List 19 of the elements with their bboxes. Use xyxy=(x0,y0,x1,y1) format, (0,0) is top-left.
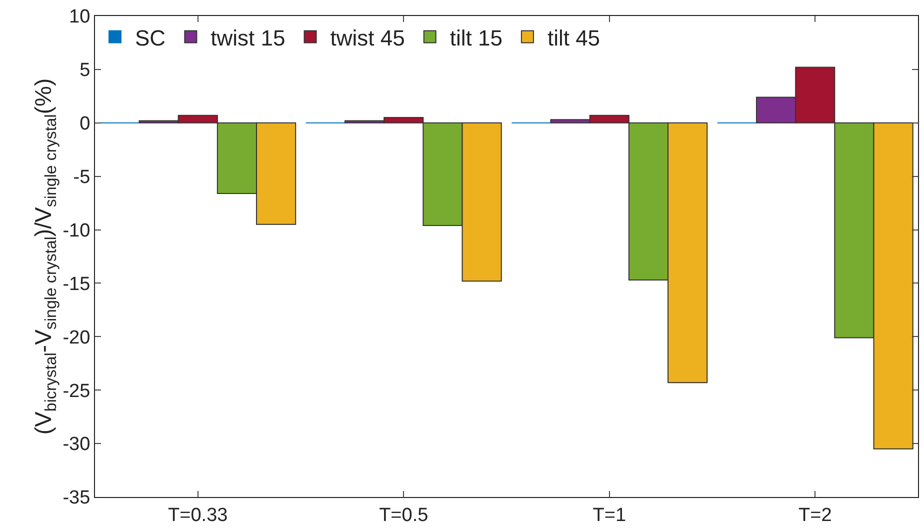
x-tick-label: T=0.5 xyxy=(379,504,428,526)
y-tick-label: -35 xyxy=(62,488,90,509)
y-tick-label: -25 xyxy=(62,380,90,402)
x-tick-label: T=2 xyxy=(798,504,832,526)
y-tick-label: -30 xyxy=(62,434,90,456)
legend-label: tilt 15 xyxy=(450,25,502,50)
y-tick-label: -15 xyxy=(62,274,90,295)
x-tick-label: T=1 xyxy=(592,504,626,526)
legend-label: twist 45 xyxy=(330,25,405,50)
y-tick-label: -10 xyxy=(62,220,90,242)
legend-label: twist 15 xyxy=(210,25,286,50)
y-tick-label: 0 xyxy=(80,114,90,135)
legend-label: tilt 45 xyxy=(547,25,600,50)
x-tick-label: T=0.33 xyxy=(168,504,228,526)
y-tick-label: 10 xyxy=(69,6,90,28)
legend-label: SC xyxy=(135,25,166,50)
y-tick-label: -20 xyxy=(62,327,90,348)
y-tick-label: -5 xyxy=(73,166,90,188)
y-tick-label: 5 xyxy=(80,60,90,82)
